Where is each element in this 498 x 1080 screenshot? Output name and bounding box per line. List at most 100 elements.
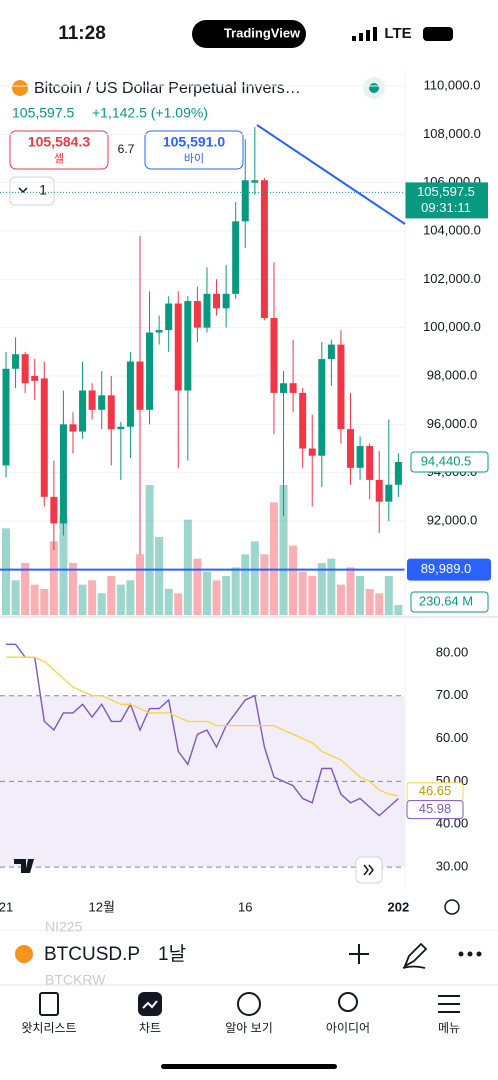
lines-toggle[interactable] [9, 176, 55, 206]
bottom-symbol[interactable]: BTCUSD.P [44, 944, 140, 965]
tab-label[interactable]: 메뉴 [438, 1021, 460, 1035]
rsi-tag [406, 800, 464, 820]
x-tick-label: 16 [238, 899, 252, 914]
y-tick-label: 104,000.0 [423, 222, 481, 237]
scroll-glyph [363, 864, 374, 876]
y-tick-label: 30.00 [436, 859, 469, 874]
bottom-interval[interactable]: 1날 [158, 943, 186, 965]
volume-bar [11, 580, 20, 615]
volume-bar [68, 563, 77, 615]
candle-body [356, 446, 364, 468]
volume-bar [289, 545, 298, 615]
draw-button[interactable] [402, 942, 428, 969]
candle-body [299, 392, 307, 449]
volume-bar [2, 528, 10, 615]
header-price: 105,597.5 [12, 105, 74, 121]
symbol-title[interactable]: Bitcoin / US Dollar Perpetual Invers… [34, 80, 301, 97]
candle-body [394, 462, 402, 485]
volume-bar [135, 554, 144, 615]
btc-icon [12, 80, 28, 96]
candle-body [88, 390, 96, 410]
tab-label[interactable]: 아이디어 [326, 1021, 370, 1035]
volume-bar [279, 485, 288, 615]
candle-body [31, 375, 39, 381]
volume-label: 230.64 M [419, 593, 473, 608]
x-tick-label: 202 [388, 899, 410, 914]
candle-body [251, 180, 259, 183]
volume-bar [222, 576, 231, 615]
y-tick-label: 92,000.0 [427, 512, 478, 527]
signal-icon [352, 27, 377, 41]
rsi-last-label: 46.65 [419, 783, 452, 798]
y-tick-label: 60.00 [436, 730, 469, 745]
candle-body [232, 221, 240, 294]
y-tick-label: 110,000.0 [424, 77, 481, 92]
candle-body [193, 301, 201, 328]
tv-logo [14, 859, 34, 873]
volume-bar [49, 541, 58, 615]
chart-glyph [142, 1000, 158, 1009]
explore-icon[interactable] [237, 992, 261, 1016]
candle-body [79, 390, 87, 432]
lines-count: 1 [39, 182, 47, 198]
home-indicator [161, 1064, 337, 1069]
buy-label: 바이 [184, 152, 204, 165]
candle-body [289, 383, 297, 393]
candle-body [146, 332, 154, 410]
volume-bar [346, 567, 355, 615]
volume-bar [250, 541, 259, 615]
app-name: TradingView [224, 25, 301, 40]
chevron [18, 187, 28, 194]
x-tick-label: 21 [0, 899, 13, 914]
candle-body [117, 426, 125, 430]
more-button[interactable] [458, 951, 482, 957]
y-tick-label: 80.00 [436, 644, 469, 659]
tab-label[interactable]: 왓치리스트 [21, 1021, 76, 1035]
buy-price: 105,591.0 [163, 134, 225, 150]
rsi-line [6, 643, 399, 817]
volume-bar [40, 589, 49, 615]
trend-line[interactable] [256, 124, 406, 225]
close-tag [410, 451, 489, 473]
buy-button[interactable] [144, 130, 244, 170]
volume-bar [155, 537, 164, 615]
ideas-icon[interactable] [338, 992, 358, 1012]
countdown-label: 09:31:11 [421, 200, 471, 215]
volume-bar [375, 593, 384, 615]
volume-bar [394, 605, 403, 615]
candle-body [366, 446, 374, 480]
volume-bar [298, 571, 307, 615]
network: LTE [384, 25, 411, 42]
tab-label[interactable]: 알아 보기 [225, 1021, 273, 1035]
volume-bar [59, 515, 68, 615]
volume-bar [260, 554, 269, 615]
settings-icon[interactable] [444, 899, 460, 915]
volume-bar [30, 584, 39, 615]
y-tick-label: 96,000.0 [427, 416, 478, 431]
add-button[interactable] [349, 944, 369, 964]
header-change: +1,142.5 (+1.09%) [92, 105, 208, 121]
candle-body [213, 293, 221, 309]
battery [423, 27, 453, 41]
price-line-tag [407, 558, 491, 581]
candle-body [98, 395, 106, 410]
scroll-button[interactable] [355, 856, 383, 884]
volume-bar [88, 580, 97, 615]
volume-bar [241, 554, 250, 615]
y-tick-label: 98,000.0 [427, 367, 478, 382]
y-tick-label: 100,000.0 [423, 319, 481, 334]
volume-bar [356, 576, 365, 615]
btc-icon [15, 945, 33, 963]
tab-label[interactable]: 차트 [139, 1021, 161, 1035]
candle-body [327, 344, 335, 360]
y-tick-label: 102,000.0 [423, 271, 481, 286]
menu-icon[interactable] [438, 995, 460, 1013]
watchlist-icon[interactable] [39, 992, 59, 1016]
sell-button[interactable] [9, 130, 109, 170]
candle-body [184, 301, 192, 391]
candle-body [174, 303, 182, 391]
volume-bar [317, 563, 326, 615]
candle-body [2, 368, 10, 466]
candle-body [222, 293, 230, 309]
volume-bar [164, 589, 173, 615]
